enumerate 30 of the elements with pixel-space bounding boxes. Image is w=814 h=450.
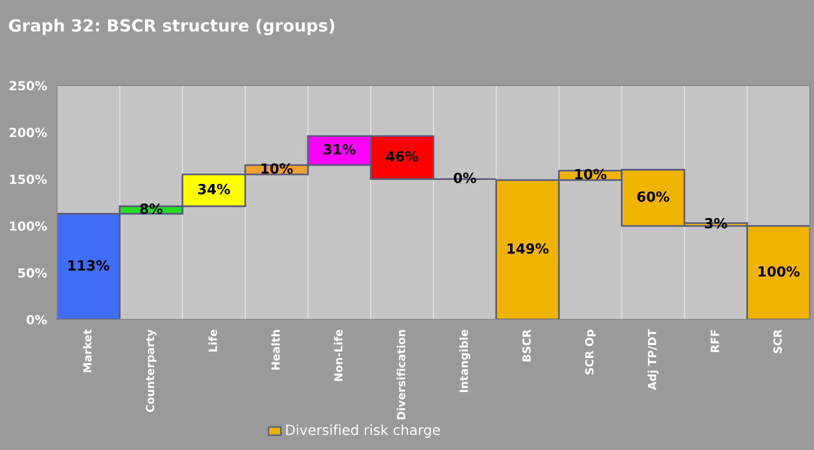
y-tick-label: 150% <box>10 174 47 184</box>
x-tick-label: SCR Op <box>585 330 596 374</box>
data-label: 10% <box>262 163 293 174</box>
x-tick-label: Market <box>82 329 92 372</box>
data-label: 0% <box>454 172 476 184</box>
data-label: 60% <box>637 191 670 202</box>
data-label: 100% <box>758 266 800 277</box>
data-label: 113% <box>68 260 110 271</box>
x-tick-label: SCR <box>773 329 782 354</box>
data-label: 31% <box>324 144 356 155</box>
data-label: 10% <box>575 168 606 180</box>
x-tick-label: Diversification <box>396 330 406 420</box>
data-label: 34% <box>198 184 230 194</box>
y-tick-label: 50% <box>18 268 47 278</box>
x-tick-label: Non-Life <box>334 330 343 381</box>
x-tick-label: Counterparty <box>146 329 156 412</box>
text: Diversified risk charge <box>286 424 440 438</box>
x-tick-label: Intangible <box>459 330 470 392</box>
data-label: 46% <box>386 151 418 162</box>
y-tick-label: 0% <box>26 314 47 324</box>
x-tick-label: Life <box>208 330 218 352</box>
y-tick-label: 250% <box>10 80 47 90</box>
x-tick-label: Adj TP/DT <box>648 329 658 390</box>
x-tick-label: Health <box>271 330 280 370</box>
x-tick-label: BSCR <box>522 329 531 362</box>
y-tick-label: 100% <box>10 221 47 231</box>
chart-title: Graph 32: BSCR structure (groups) <box>8 18 334 36</box>
x-tick-label: RFF <box>710 330 719 352</box>
y-tick-label: 200% <box>10 128 47 138</box>
data-label: 149% <box>508 243 549 254</box>
